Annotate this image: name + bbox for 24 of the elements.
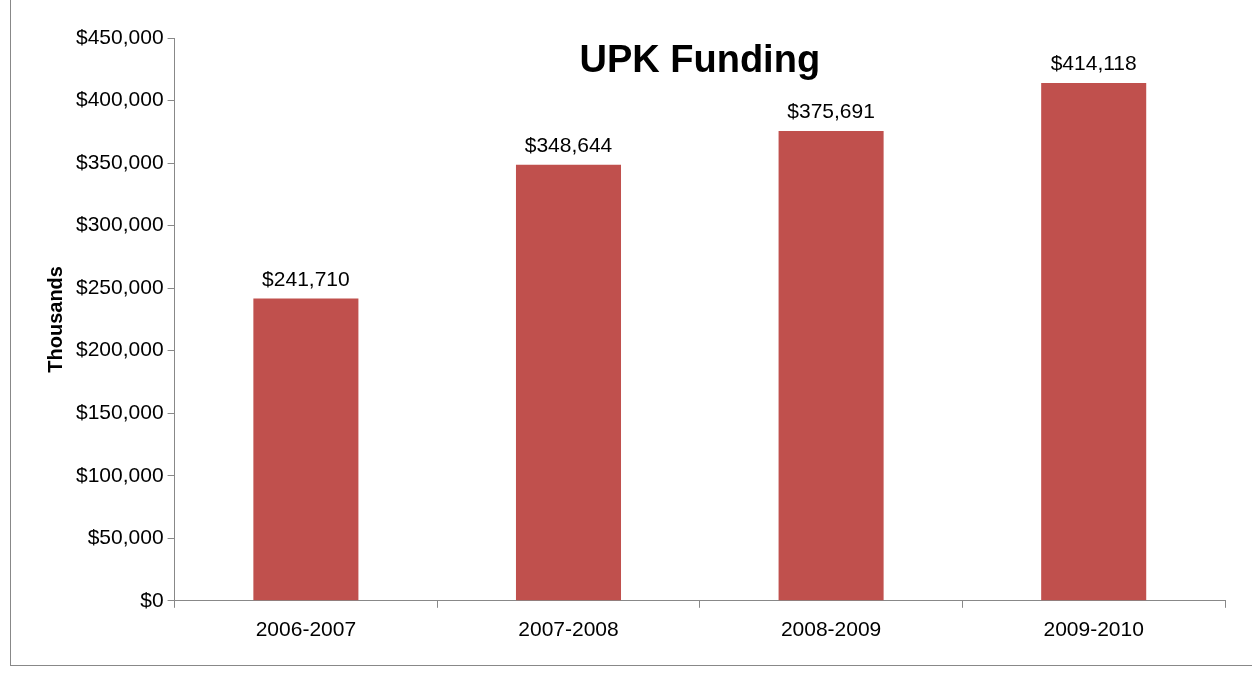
y-axis-title: Thousands <box>43 266 66 373</box>
y-tick-label: $0 <box>140 587 164 611</box>
chart-title: UPK Funding <box>579 38 821 81</box>
y-tick-label: $50,000 <box>87 525 164 549</box>
data-label: $348,644 <box>524 133 613 157</box>
x-tick-label: 2009-2010 <box>1043 617 1144 641</box>
bar <box>1041 82 1147 601</box>
data-label: $375,691 <box>787 99 875 123</box>
y-tick-label: $350,000 <box>76 149 164 173</box>
y-tick-label: $300,000 <box>76 212 164 236</box>
y-tick-label: $400,000 <box>76 87 164 111</box>
data-label: $414,118 <box>1050 51 1137 75</box>
y-tick-label: $200,000 <box>76 337 164 361</box>
bar <box>253 298 359 601</box>
y-tick-label: $100,000 <box>76 462 164 486</box>
x-tick-label: 2008-2009 <box>780 617 882 641</box>
bar <box>515 164 622 601</box>
data-label: $241,710 <box>262 266 350 290</box>
x-tick-label: 2007-2008 <box>518 617 619 641</box>
x-tick-label: 2006-2007 <box>255 617 357 641</box>
y-tick-label: $250,000 <box>76 274 164 298</box>
y-tick-label: $150,000 <box>76 400 164 423</box>
bar <box>778 130 884 601</box>
y-tick-label: $450,000 <box>76 24 164 48</box>
